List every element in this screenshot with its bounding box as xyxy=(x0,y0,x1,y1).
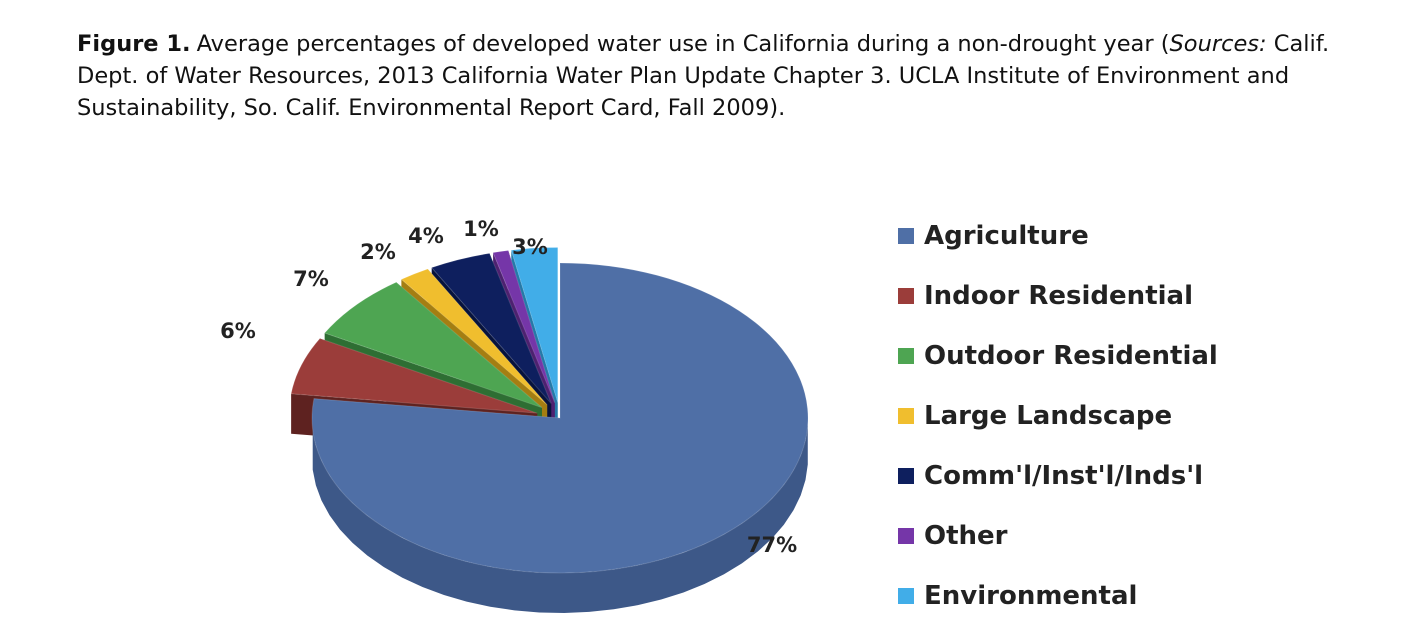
caption-text-after-sources: Calif. Dept. of Water Resources, 2013 Ca… xyxy=(77,31,1330,121)
legend-label: Indoor Residential xyxy=(924,281,1193,311)
legend-label: Large Landscape xyxy=(924,401,1173,431)
legend-item-outdoor-residential: Outdoor Residential xyxy=(898,326,1378,386)
pie-labels-layer: 77% 6% 7% 2% 4% 1% 3% xyxy=(220,217,797,557)
caption-sources-label: Sources: xyxy=(1169,31,1267,57)
pie-slice-indoor-residential xyxy=(290,337,538,414)
data-label-large-landscape: 2% xyxy=(360,240,396,264)
legend-item-agriculture: Agriculture xyxy=(898,206,1378,266)
legend-label: Agriculture xyxy=(924,221,1089,251)
legend-item-indoor-residential: Indoor Residential xyxy=(898,266,1378,326)
figure-label: Figure 1. xyxy=(77,31,191,57)
data-label-indoor-residential: 6% xyxy=(220,319,256,343)
legend-swatch xyxy=(898,228,914,244)
pie-slice-other xyxy=(492,249,556,403)
legend-item-other: Other xyxy=(898,506,1378,566)
legend-swatch xyxy=(898,408,914,424)
legend-label: Environmental xyxy=(924,581,1138,611)
legend-swatch xyxy=(898,288,914,304)
pie-side-agriculture xyxy=(312,424,808,613)
pie-slice-comm-l-inst-l-inds-l xyxy=(430,252,552,404)
legend-label: Comm'l/Inst'l/Inds'l xyxy=(924,461,1204,491)
data-label-comm-l-inst-l-inds-l: 4% xyxy=(408,224,444,248)
data-label-outdoor-residential: 7% xyxy=(293,267,329,291)
legend-item-large-landscape: Large Landscape xyxy=(898,386,1378,446)
pie-slice-large-landscape xyxy=(400,268,548,406)
data-label-environmental: 3% xyxy=(512,235,548,259)
legend-swatch xyxy=(898,528,914,544)
legend-swatch xyxy=(898,348,914,364)
pie-slice-environmental xyxy=(510,246,559,403)
pie-chart: 77% 6% 7% 2% 4% 1% 3% xyxy=(220,217,809,613)
pie-tops-layer xyxy=(290,246,809,574)
data-label-other: 1% xyxy=(463,217,499,241)
pie-slice-outdoor-residential xyxy=(323,281,543,409)
legend-label: Outdoor Residential xyxy=(924,341,1218,371)
figure-caption: Figure 1. Average percentages of develope… xyxy=(77,28,1357,124)
legend-swatch xyxy=(898,588,914,604)
legend-item-environmental: Environmental xyxy=(898,566,1378,626)
caption-text-before-sources: Average percentages of developed water u… xyxy=(196,31,1170,57)
legend-item-commercial-institutional-industrial: Comm'l/Inst'l/Inds'l xyxy=(898,446,1378,506)
data-label-agriculture: 77% xyxy=(747,533,797,557)
pie-slice-agriculture xyxy=(311,262,809,574)
chart-legend: Agriculture Indoor Residential Outdoor R… xyxy=(898,206,1378,626)
legend-swatch xyxy=(898,468,914,484)
legend-label: Other xyxy=(924,521,1008,551)
